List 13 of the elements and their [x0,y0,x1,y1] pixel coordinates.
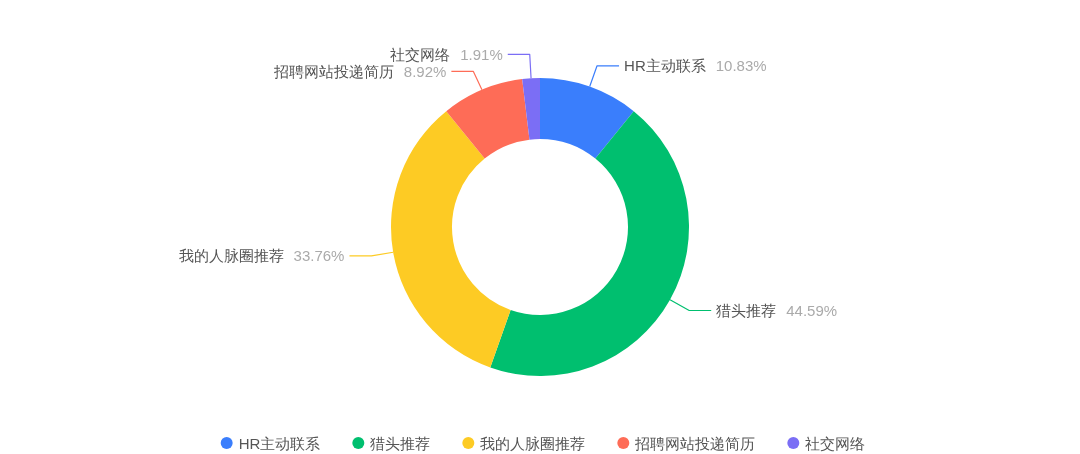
legend-label: 社交网络 [805,434,866,452]
data-label: 1.91% [460,45,503,63]
data-label: 8.92% [403,62,447,80]
data-label: 10.83% [715,57,767,75]
slice-label: 猎头推荐 [716,302,777,320]
legend-label: 猎头推荐 [370,434,431,452]
data-label: 33.76% [293,247,345,265]
slice-label: 招聘网站投递简历 [272,62,394,80]
data-label: 44.59% [786,302,838,320]
slice-label: 我的人脉圈推荐 [178,247,284,265]
slice-label: 社交网络 [390,45,451,63]
legend-label: HR主动联系 [238,434,321,452]
slice-label: HR主动联系 [624,57,706,75]
